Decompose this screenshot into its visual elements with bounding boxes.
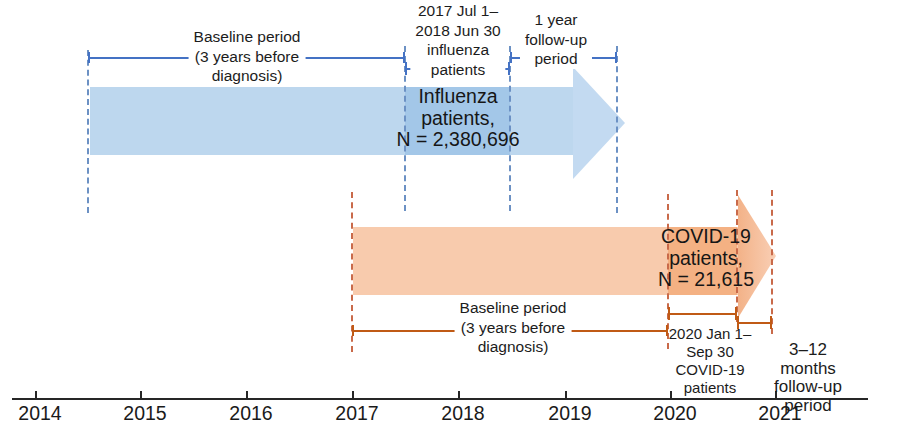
dashed-line-influenza-baseline-start [87, 50, 89, 213]
influenza-baseline-bracket-tick-left [88, 52, 90, 63]
influenza-followup-bracket-tick-right [615, 52, 617, 63]
covid-cohort-bracket [668, 313, 737, 315]
study-timeline-figure: Baseline period (3 years before diagnosi… [0, 0, 900, 431]
axis-tick-2016 [246, 391, 248, 399]
dashed-line-covid-followup-end [771, 190, 773, 334]
covid-arrow-label: COVID-19 patients, N = 21,615 [658, 226, 754, 291]
axis-tick-2019 [565, 391, 567, 399]
covid-followup-bracket [737, 322, 772, 324]
axis-year-label: 2015 [123, 402, 166, 424]
covid-baseline-bracket-tick-right [666, 325, 668, 336]
influenza-cohort-bracket-tick-left [405, 62, 407, 75]
dashed-line-influenza-followup-end [616, 46, 618, 213]
covid-cohort-bracket-tick-left [668, 307, 670, 320]
axis-tick-2014 [35, 391, 37, 399]
axis-year-label: 2019 [548, 402, 591, 424]
axis-tick-2018 [458, 391, 460, 399]
influenza-cohort-bracket-tick-right [508, 62, 510, 75]
axis-tick-2017 [352, 391, 354, 399]
influenza-cohort-label: 2017 Jul 1– 2018 Jun 30 influenza patien… [410, 1, 505, 79]
axis-tick-2015 [140, 391, 142, 399]
axis-year-label: 2021 [758, 402, 801, 424]
covid-cohort-label: 2020 Jan 1– Sep 30 COVID-19 patients [669, 325, 752, 397]
influenza-baseline-label: Baseline period (3 years before diagnosi… [189, 27, 306, 86]
influenza-followup-bracket-tick-left [510, 52, 512, 63]
influenza-arrow-label: Influenza patients, N = 2,380,696 [396, 86, 519, 151]
axis-year-label: 2020 [653, 402, 696, 424]
axis-year-label: 2014 [18, 402, 61, 424]
axis-year-label: 2017 [335, 402, 378, 424]
covid-baseline-bracket-tick-left [352, 325, 354, 336]
axis-year-label: 2016 [229, 402, 272, 424]
axis-year-label: 2018 [441, 402, 484, 424]
covid-followup-bracket-tick-right [770, 316, 772, 329]
covid-baseline-label: Baseline period (3 years before diagnosi… [455, 298, 572, 357]
influenza-followup-label: 1 year follow-up period [520, 10, 592, 69]
